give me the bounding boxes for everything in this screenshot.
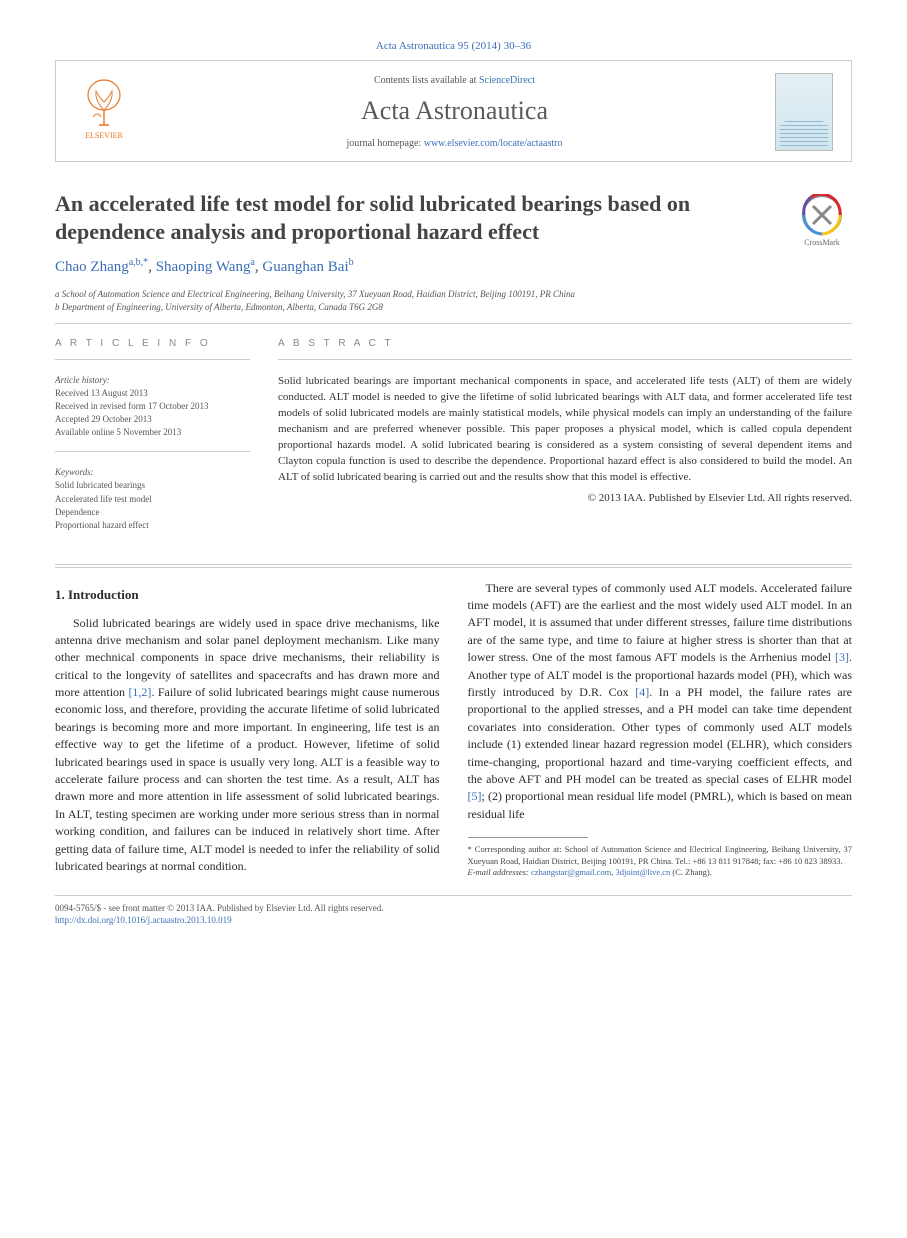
citation-link[interactable]: Acta Astronautica 95 (2014) 30–36 xyxy=(376,40,531,52)
affiliation-a: a School of Automation Science and Elect… xyxy=(55,288,852,301)
body-columns: 1. Introduction Solid lubricated bearing… xyxy=(55,580,852,879)
masthead: ELSEVIER Contents lists available at Sci… xyxy=(55,60,852,162)
body-rule-top xyxy=(55,564,852,565)
p2d: ; (2) proportional mean residual life mo… xyxy=(468,789,853,820)
author-1-sup: a,b,* xyxy=(129,257,148,268)
p2a: There are several types of commonly used… xyxy=(468,581,853,665)
sciencedirect-link[interactable]: ScienceDirect xyxy=(479,75,535,86)
keywords-label: Keywords: xyxy=(55,466,250,479)
journal-title: Acta Astronautica xyxy=(134,96,775,126)
rule-1 xyxy=(55,323,852,324)
article-title: An accelerated life test model for solid… xyxy=(55,190,735,245)
crossmark-badge[interactable]: CrossMark xyxy=(792,194,852,254)
cite-5[interactable]: [5] xyxy=(468,789,482,803)
received: Received 13 August 2013 xyxy=(55,387,250,400)
cite-3[interactable]: [3] xyxy=(835,650,849,664)
homepage-link[interactable]: www.elsevier.com/locate/actaastro xyxy=(424,138,563,149)
abstract-copyright: © 2013 IAA. Published by Elsevier Ltd. A… xyxy=(278,492,852,504)
abs-rule xyxy=(278,359,852,360)
article-info-col: A R T I C L E I N F O Article history: R… xyxy=(55,338,250,543)
keywords-block: Keywords: Solid lubricated bearings Acce… xyxy=(55,466,250,531)
keyword-4: Proportional hazard effect xyxy=(55,519,250,532)
article-info-label: A R T I C L E I N F O xyxy=(55,338,250,349)
info-rule-1 xyxy=(55,359,250,360)
footnote-separator xyxy=(468,837,588,838)
email-suffix: (C. Zhang). xyxy=(670,867,712,877)
cite-1-2[interactable]: [1,2] xyxy=(128,685,151,699)
elsevier-tree-icon xyxy=(81,77,127,129)
running-head: Acta Astronautica 95 (2014) 30–36 xyxy=(55,40,852,52)
authors-line: Chao Zhanga,b,*, Shaoping Wanga, Guangha… xyxy=(55,257,852,276)
online: Available online 5 November 2013 xyxy=(55,426,250,439)
history-label: Article history: xyxy=(55,374,250,387)
contents-line: Contents lists available at ScienceDirec… xyxy=(134,75,775,86)
journal-cover-thumb xyxy=(775,73,833,151)
abstract-text: Solid lubricated bearings are important … xyxy=(278,374,852,486)
keyword-2: Accelerated life test model xyxy=(55,493,250,506)
affiliation-b: b Department of Engineering, University … xyxy=(55,301,852,314)
email-1[interactable]: czhangstar@gmail.com xyxy=(531,867,611,877)
body-p2: There are several types of commonly used… xyxy=(468,580,853,823)
front-matter: 0094-5765/$ - see front matter © 2013 IA… xyxy=(55,902,852,915)
footer-rule xyxy=(55,895,852,896)
crossmark-icon xyxy=(801,194,843,236)
email-2[interactable]: 3djoint@live.cn xyxy=(615,867,670,877)
section-1-title: 1. Introduction xyxy=(55,586,440,605)
author-2-sup: a xyxy=(250,257,254,268)
cite-4[interactable]: [4] xyxy=(635,685,649,699)
elsevier-logo: ELSEVIER xyxy=(74,77,134,147)
author-3[interactable]: Guanghan Bai xyxy=(262,259,348,275)
affiliations: a School of Automation Science and Elect… xyxy=(55,288,852,313)
accepted: Accepted 29 October 2013 xyxy=(55,413,250,426)
email-label: E-mail addresses: xyxy=(468,867,531,877)
p2c: . In a PH model, the failure rates are p… xyxy=(468,685,853,786)
masthead-center: Contents lists available at ScienceDirec… xyxy=(134,75,775,149)
email-line: E-mail addresses: czhangstar@gmail.com, … xyxy=(468,867,853,878)
keyword-3: Dependence xyxy=(55,506,250,519)
homepage-prefix: journal homepage: xyxy=(347,138,424,149)
keyword-1: Solid lubricated bearings xyxy=(55,479,250,492)
footer: 0094-5765/$ - see front matter © 2013 IA… xyxy=(55,902,852,927)
p1b: . Failure of solid lubricated bearings m… xyxy=(55,685,440,873)
homepage-line: journal homepage: www.elsevier.com/locat… xyxy=(134,138,775,149)
info-rule-2 xyxy=(55,451,250,452)
corr-text: * Corresponding author at: School of Aut… xyxy=(468,844,853,867)
body-p1: Solid lubricated bearings are widely use… xyxy=(55,615,440,876)
author-1[interactable]: Chao Zhang xyxy=(55,259,129,275)
corresponding-footnote: * Corresponding author at: School of Aut… xyxy=(468,844,853,878)
author-3-sup: b xyxy=(349,257,354,268)
abstract-label: A B S T R A C T xyxy=(278,338,852,349)
doi-link[interactable]: http://dx.doi.org/10.1016/j.actaastro.20… xyxy=(55,915,232,925)
article-history: Article history: Received 13 August 2013… xyxy=(55,374,250,439)
body-rule-bot xyxy=(55,567,852,568)
abstract-col: A B S T R A C T Solid lubricated bearing… xyxy=(278,338,852,543)
author-2[interactable]: Shaoping Wang xyxy=(156,259,251,275)
page-root: Acta Astronautica 95 (2014) 30–36 ELSEVI… xyxy=(0,0,907,957)
crossmark-label: CrossMark xyxy=(804,238,840,247)
info-abstract-row: A R T I C L E I N F O Article history: R… xyxy=(55,338,852,543)
elsevier-logo-text: ELSEVIER xyxy=(85,131,123,140)
revised: Received in revised form 17 October 2013 xyxy=(55,400,250,413)
contents-prefix: Contents lists available at xyxy=(374,75,479,86)
